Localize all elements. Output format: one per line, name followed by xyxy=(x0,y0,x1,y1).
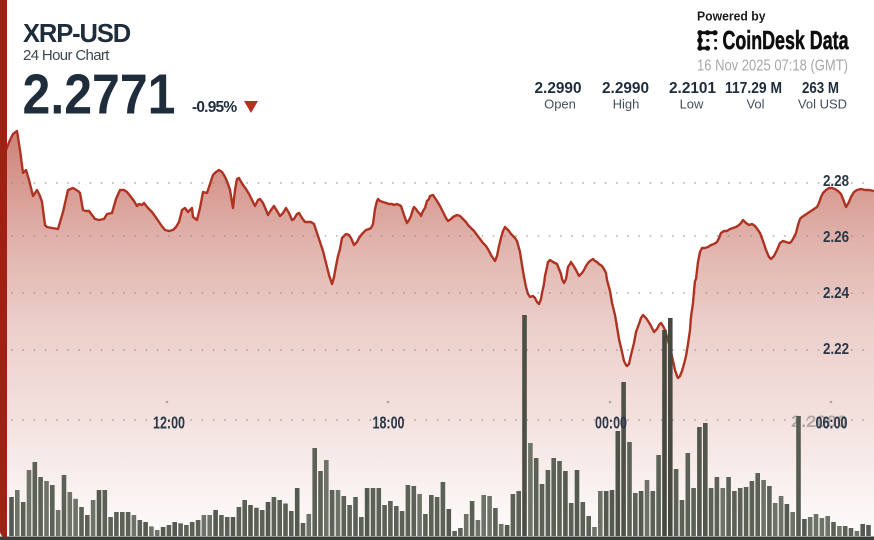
svg-text:2.28: 2.28 xyxy=(823,173,849,190)
svg-text:2.26: 2.26 xyxy=(823,229,849,246)
svg-text:2.2771: 2.2771 xyxy=(23,63,176,126)
svg-text:06:00: 06:00 xyxy=(816,413,848,433)
svg-text:2.2000: 2.2000 xyxy=(791,413,847,431)
svg-text:00:00: 00:00 xyxy=(595,413,627,433)
svg-text:High: High xyxy=(613,97,640,112)
svg-text:Vol USD: Vol USD xyxy=(798,97,847,112)
svg-text:2.2990: 2.2990 xyxy=(602,80,649,97)
svg-text:117.29 M: 117.29 M xyxy=(725,80,782,97)
svg-text:12:00: 12:00 xyxy=(153,413,185,433)
svg-text:263 M: 263 M xyxy=(802,80,839,97)
svg-text:18:00: 18:00 xyxy=(373,413,405,433)
svg-text:CoinDesk Data: CoinDesk Data xyxy=(723,26,849,53)
svg-text:2.2990: 2.2990 xyxy=(535,80,582,97)
svg-text:2.2101: 2.2101 xyxy=(669,80,716,97)
svg-text:Powered by: Powered by xyxy=(697,9,766,23)
svg-text:Low: Low xyxy=(680,97,704,112)
svg-text:2.22: 2.22 xyxy=(823,341,849,358)
svg-text:Open: Open xyxy=(544,97,576,112)
svg-text:16 Nov 2025 07:18 (GMT): 16 Nov 2025 07:18 (GMT) xyxy=(697,58,848,75)
svg-text:Vol: Vol xyxy=(746,97,764,112)
svg-text:2.24: 2.24 xyxy=(823,285,849,302)
